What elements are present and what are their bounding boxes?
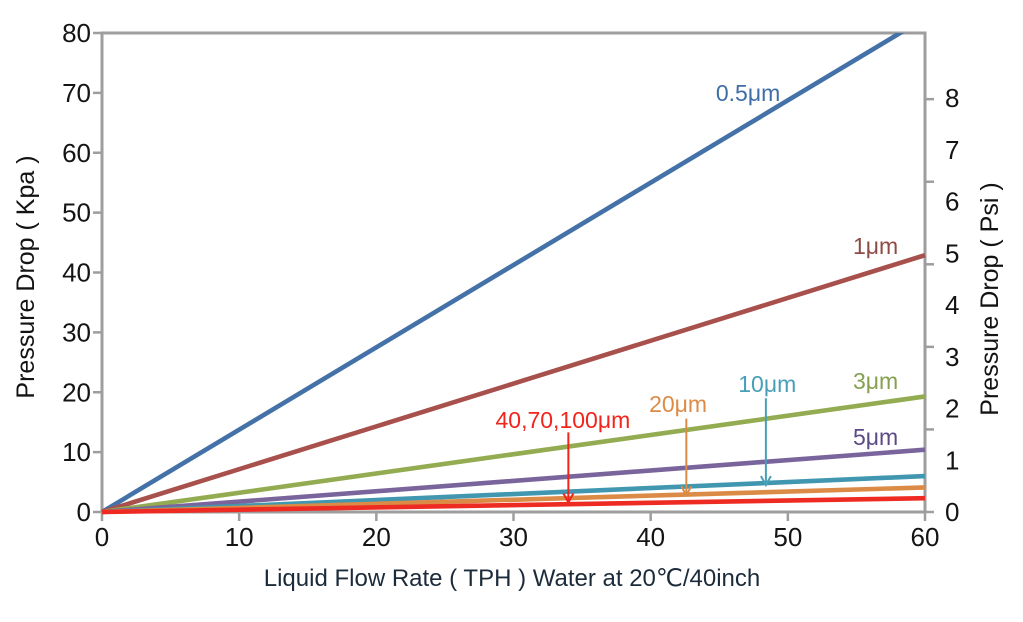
x-tick-label: 50 <box>773 522 802 552</box>
y-left-tick-label: 60 <box>62 138 91 168</box>
series-label: 3μm <box>853 368 898 394</box>
x-tick-label: 0 <box>95 522 109 552</box>
annotation-arrow-head <box>680 485 693 498</box>
x-tick-label: 20 <box>362 522 391 552</box>
series-label: 1μm <box>853 233 898 259</box>
y-right-tick-label: 5 <box>945 238 959 268</box>
y-right-tick-label: 7 <box>945 135 959 165</box>
x-tick-label: 60 <box>911 522 940 552</box>
series-line-3 <box>101 394 926 515</box>
series-label: 10μm <box>738 371 796 397</box>
x-tick-label: 10 <box>225 522 254 552</box>
y-left-tick-label: 0 <box>77 497 91 527</box>
y-right-tick-label: 8 <box>945 83 959 113</box>
annotation-arrow-head <box>760 475 772 488</box>
series-line-7 <box>101 495 926 515</box>
y-right-tick-label: 6 <box>945 187 959 217</box>
y-left-tick-label: 70 <box>62 78 91 108</box>
y-left-tick-label: 50 <box>62 198 91 228</box>
y-axis-title-left: Pressure Drop ( Kpa ) <box>12 155 40 399</box>
annotation-arrow-head <box>562 492 575 505</box>
y-right-tick-label: 0 <box>945 497 959 527</box>
series-group <box>100 33 926 515</box>
series-line-1 <box>100 33 905 514</box>
y-axis-title-right: Pressure Drop ( Psi ) <box>976 182 1004 416</box>
series-line-4 <box>101 447 926 515</box>
series-line-2 <box>101 252 926 515</box>
series-label: 0.5μm <box>716 80 780 106</box>
series-label: 5μm <box>853 424 898 450</box>
y-left-tick-label: 10 <box>62 437 91 467</box>
series-label: 20μm <box>649 391 707 417</box>
x-axis-title: Liquid Flow Rate ( TPH ) Water at 20℃/40… <box>263 565 761 592</box>
series-label: 40,70,100μm <box>496 407 631 433</box>
x-tick-label: 40 <box>636 522 665 552</box>
y-left-tick-label: 80 <box>62 18 91 48</box>
y-right-tick-label: 2 <box>945 394 959 424</box>
y-left-tick-label: 20 <box>62 377 91 407</box>
x-tick-label: 30 <box>499 522 528 552</box>
y-left-tick-label: 30 <box>62 317 91 347</box>
y-right-tick-label: 1 <box>945 445 959 475</box>
y-right-tick-label: 3 <box>945 342 959 372</box>
y-right-tick-label: 4 <box>945 290 959 320</box>
y-left-tick-label: 40 <box>62 258 91 288</box>
